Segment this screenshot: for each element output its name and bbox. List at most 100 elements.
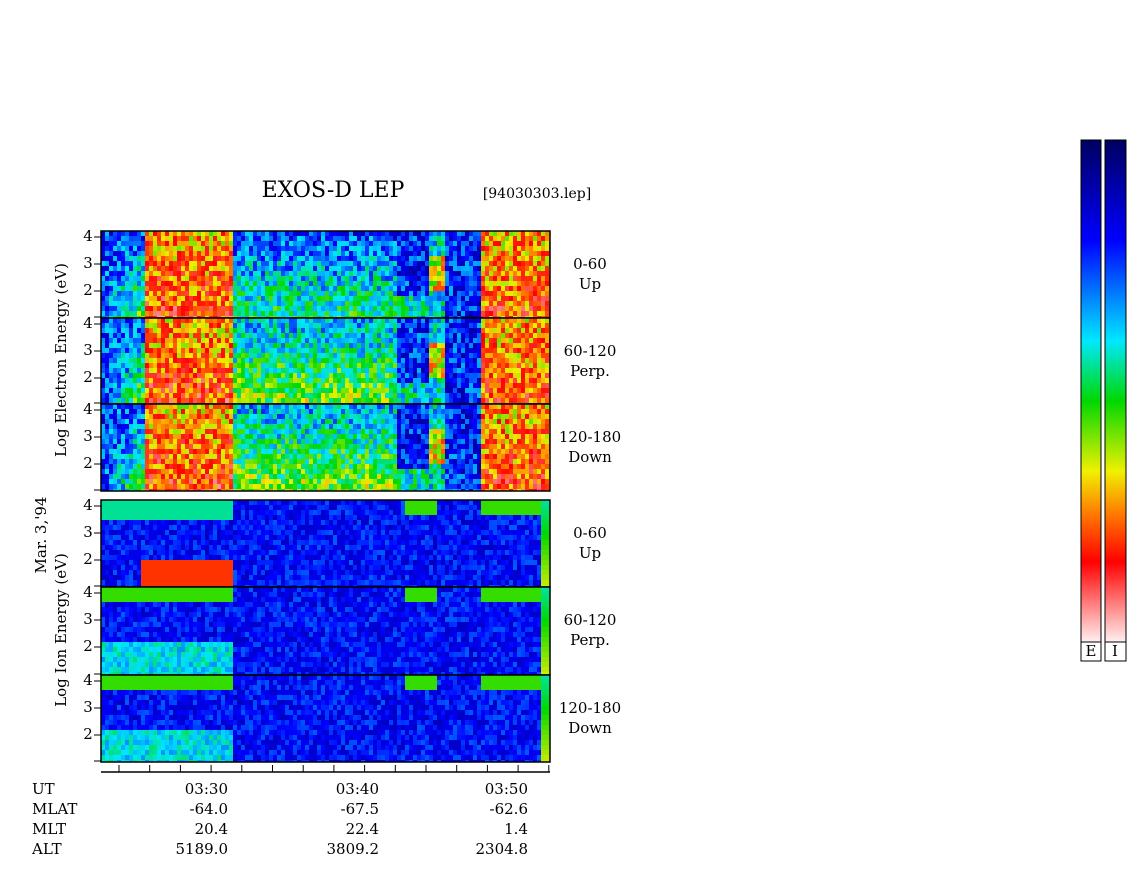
spectrogram-cell xyxy=(493,343,497,348)
spectrogram-cell xyxy=(141,353,145,358)
spectrogram-cell xyxy=(217,449,221,454)
spectrogram-cell xyxy=(297,231,301,236)
spectrogram-cell xyxy=(117,398,121,403)
spectrogram-cell xyxy=(153,323,157,328)
spectrogram-cell xyxy=(109,266,113,271)
spectrogram-cell xyxy=(345,286,349,291)
spectrogram-cell xyxy=(397,256,401,261)
spectrogram-cell xyxy=(489,343,493,348)
spectrogram-cell xyxy=(229,281,233,286)
spectrogram-cell xyxy=(197,373,201,378)
spectrogram-cell xyxy=(189,323,193,328)
spectrogram-cell xyxy=(309,333,313,338)
spectrogram-cell xyxy=(381,251,385,256)
spectrogram-cell xyxy=(377,368,381,373)
spectrogram-cell xyxy=(133,479,137,484)
spectrogram-cell xyxy=(285,368,289,373)
spectrogram-cell xyxy=(293,363,297,368)
spectrogram-cell xyxy=(193,388,197,393)
spectrogram-cell xyxy=(469,368,473,373)
spectrogram-cell xyxy=(137,318,141,323)
spectrogram-cell xyxy=(437,333,441,338)
spectrogram-cell xyxy=(461,383,465,388)
spectrogram-cell xyxy=(389,333,393,338)
spectrogram-cell xyxy=(293,338,297,343)
spectrogram-cell xyxy=(405,311,409,316)
spectrogram-cell xyxy=(525,388,529,393)
spectrogram-cell xyxy=(137,311,141,316)
spectrogram-cell xyxy=(453,348,457,353)
spectrogram-cell xyxy=(493,306,497,311)
spectrogram-cell xyxy=(269,409,273,414)
spectrogram-cell xyxy=(309,231,313,236)
spectrogram-cell xyxy=(249,328,253,333)
spectrogram-cell xyxy=(153,409,157,414)
spectrogram-cell xyxy=(109,439,113,444)
spectrogram-cell xyxy=(297,301,301,306)
spectrogram-cell xyxy=(173,409,177,414)
spectrogram-cell xyxy=(285,414,289,419)
spectrogram-cell xyxy=(105,378,109,383)
spectrogram-cell xyxy=(285,296,289,301)
spectrogram-cell xyxy=(509,236,513,241)
spectrogram-cell xyxy=(337,378,341,383)
spectrogram-cell xyxy=(277,409,281,414)
spectrogram-cell xyxy=(185,333,189,338)
spectrogram-cell xyxy=(321,383,325,388)
spectrogram-cell xyxy=(173,323,177,328)
spectrogram-cell xyxy=(389,398,393,403)
spectrogram-cell xyxy=(413,373,417,378)
spectrogram-cell xyxy=(361,271,365,276)
spectrogram-cell xyxy=(169,414,173,419)
spectrogram-cell xyxy=(117,363,121,368)
spectrogram-cell xyxy=(349,241,353,246)
spectrogram-cell xyxy=(125,261,129,266)
spectrogram-cell xyxy=(149,404,153,409)
spectrogram-cell xyxy=(193,414,197,419)
spectrogram-cell xyxy=(121,454,125,459)
spectrogram-cell xyxy=(129,251,133,256)
spectrogram-cell xyxy=(229,383,233,388)
spectrogram-cell xyxy=(301,256,305,261)
spectrogram-cell xyxy=(253,338,257,343)
spectrogram-cell xyxy=(277,266,281,271)
spectrogram-cell xyxy=(201,449,205,454)
spectrogram-cell xyxy=(265,454,269,459)
spectrogram-cell xyxy=(309,323,313,328)
spectrogram-cell xyxy=(193,358,197,363)
spectrogram-cell xyxy=(137,434,141,439)
spectrogram-cell xyxy=(305,281,309,286)
spectrogram-cell xyxy=(481,281,485,286)
spectrogram-cell xyxy=(469,296,473,301)
spectrogram-cell xyxy=(145,378,149,383)
spectrogram-cell xyxy=(381,306,385,311)
spectrogram-cell xyxy=(133,398,137,403)
spectrogram-cell xyxy=(397,291,401,296)
spectrogram-cell xyxy=(237,231,241,236)
spectrogram-cell xyxy=(245,398,249,403)
spectrogram-cell xyxy=(261,318,265,323)
spectrogram-cell xyxy=(357,251,361,256)
spectrogram-cell xyxy=(297,414,301,419)
spectrogram-cell xyxy=(453,353,457,358)
spectrogram-cell xyxy=(421,246,425,251)
spectrogram-cell xyxy=(157,469,161,474)
spectrogram-cell xyxy=(445,328,449,333)
spectrogram-cell xyxy=(237,301,241,306)
spectrogram-cell xyxy=(201,281,205,286)
spectrogram-cell xyxy=(137,409,141,414)
spectrogram-cell xyxy=(277,343,281,348)
spectrogram-cell xyxy=(113,424,117,429)
spectrogram-cell xyxy=(173,338,177,343)
spectrogram-cell xyxy=(293,236,297,241)
spectrogram-cell xyxy=(525,311,529,316)
spectrogram-cell xyxy=(517,271,521,276)
spectrogram-cell xyxy=(497,251,501,256)
spectrogram-cell xyxy=(341,318,345,323)
spectrogram-cell xyxy=(421,323,425,328)
spectrogram-cell xyxy=(265,459,269,464)
spectrogram-cell xyxy=(133,484,137,489)
spectrogram-cell xyxy=(309,343,313,348)
spectrogram-cell xyxy=(325,333,329,338)
spectrogram-cell xyxy=(249,353,253,358)
